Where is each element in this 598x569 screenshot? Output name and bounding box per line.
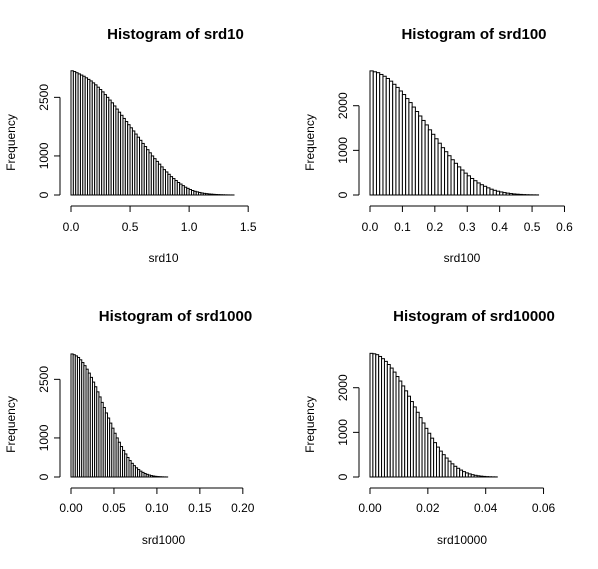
chart-title: Histogram of srd100 <box>401 26 546 43</box>
x-axis-label: srd10 <box>148 251 178 265</box>
histogram-panel: Histogram of srd100 0.0 0.1 0.2 0.3 0.4 0.5 0.6… <box>303 26 573 265</box>
y-tick-label: 2000 <box>336 374 350 401</box>
y-axis-label: Frequency <box>4 114 18 171</box>
x-tick-label: 0.1 <box>394 220 411 234</box>
x-tick-label: 0.02 <box>416 501 440 515</box>
x-tick-label: 0.04 <box>474 501 498 515</box>
chart-title: Histogram of srd1000 <box>99 308 252 325</box>
y-tick-label: 0 <box>336 473 350 480</box>
bar-group <box>71 71 234 195</box>
x-tick-label: 0.20 <box>231 501 255 515</box>
x-tick-label: 1.5 <box>240 220 257 234</box>
x-axis-label: srd10000 <box>437 533 487 547</box>
x-tick-label: 0.6 <box>556 220 573 234</box>
x-tick-label: 0.00 <box>59 501 83 515</box>
x-tick-label: 0.3 <box>459 220 476 234</box>
x-tick-label: 0.5 <box>122 220 139 234</box>
x-tick-label: 0.10 <box>145 501 169 515</box>
x-tick-label: 1.0 <box>181 220 198 234</box>
chart-title: Histogram of srd10 <box>107 26 244 43</box>
y-axis-label: Frequency <box>303 396 317 453</box>
chart-title: Histogram of srd10000 <box>393 308 555 325</box>
y-axis-label: Frequency <box>303 114 317 171</box>
y-tick-label: 2500 <box>37 366 51 393</box>
x-tick-label: 0.0 <box>362 220 379 234</box>
y-tick-label: 2500 <box>37 84 51 111</box>
x-tick-label: 0.15 <box>188 501 212 515</box>
bar-group <box>370 353 497 477</box>
y-tick-label: 1000 <box>37 424 51 451</box>
x-tick-label: 0.0 <box>63 220 80 234</box>
y-tick-label: 0 <box>37 191 51 198</box>
x-tick-label: 0.2 <box>426 220 443 234</box>
y-tick-label: 0 <box>37 473 51 480</box>
y-tick-label: 2000 <box>336 92 350 119</box>
x-tick-label: 0.5 <box>524 220 541 234</box>
y-tick-label: 0 <box>336 191 350 198</box>
histogram-panel: Histogram of srd1000 0.00 0.05 0.10 0.15 0.20… <box>4 308 255 547</box>
x-tick-label: 0.4 <box>491 220 508 234</box>
histogram-panel: Histogram of srd10000 0.00 0.02 0.04 0.06 0 10… <box>303 308 556 547</box>
y-axis-label: Frequency <box>4 396 18 453</box>
x-axis-label: srd1000 <box>142 533 186 547</box>
y-tick-label: 1000 <box>336 419 350 446</box>
y-tick-label: 1000 <box>336 137 350 164</box>
y-tick-label: 1000 <box>37 142 51 169</box>
x-tick-label: 0.00 <box>358 501 382 515</box>
bar-group <box>71 354 168 477</box>
x-axis-label: srd100 <box>444 251 481 265</box>
histogram-panel: Histogram of srd10 0.0 0.5 1.0 1.5 0 1000 2500 s… <box>4 26 257 265</box>
x-tick-label: 0.05 <box>102 501 126 515</box>
bar-group <box>370 71 539 195</box>
x-tick-label: 0.06 <box>532 501 556 515</box>
